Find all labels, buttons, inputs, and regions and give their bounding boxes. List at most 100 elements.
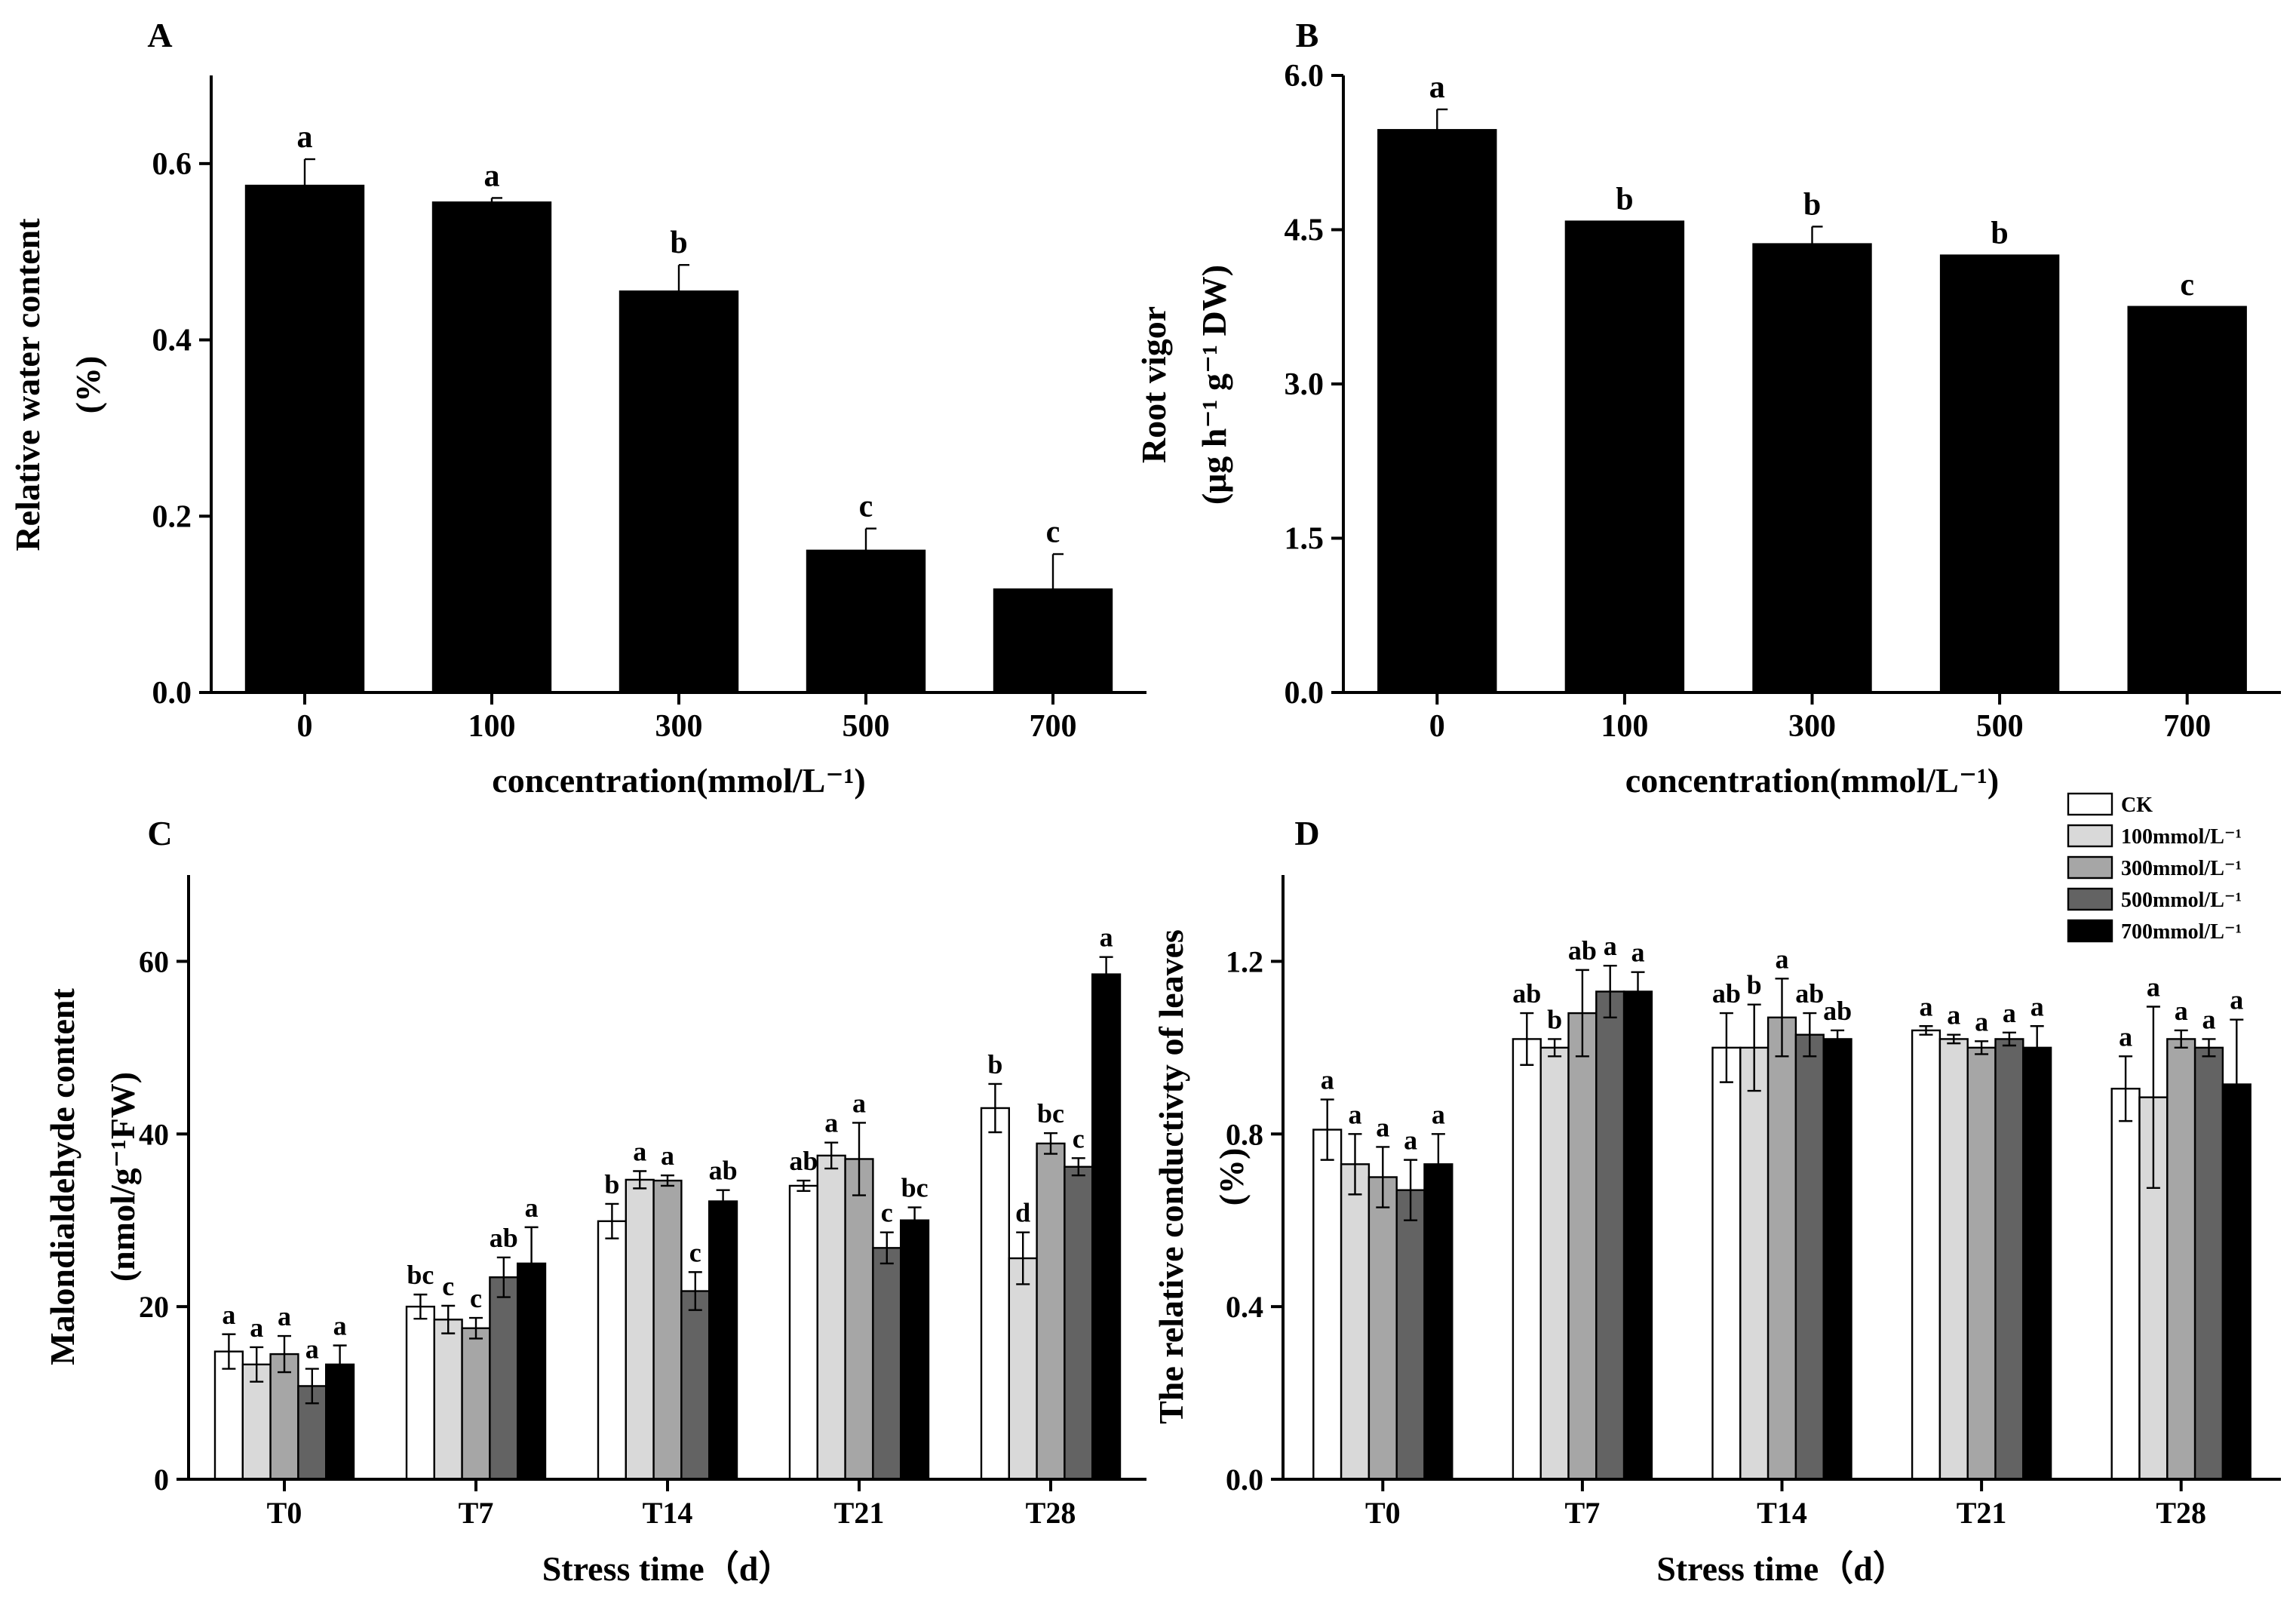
panel-label-d: D [1294,814,1319,852]
y-tick-label: 0.6 [152,147,192,182]
bar-0 [1377,129,1497,694]
x-tick-label: T21 [834,1496,885,1530]
bar-ck-t7 [1512,1038,1542,1481]
bar-100mmoll-t7 [1539,1046,1570,1481]
y-axis-title: Root vigor [1134,306,1173,463]
significance-letter: b [987,1049,1002,1079]
significance-letter: ab [709,1156,738,1186]
bar-100mmoll-t7 [433,1319,463,1481]
y-tick-label: 20 [139,1290,169,1324]
bar-ck-t7 [405,1305,435,1481]
y-axis-title: The relative conductivty of leaves [1152,929,1190,1424]
legend-swatch [2067,919,2113,943]
bar-300mmoll-t7 [1567,1012,1598,1481]
significance-letter: a [278,1301,291,1331]
significance-letter: a [1975,1006,1988,1036]
bar-ck-t21 [1911,1029,1941,1481]
bar-100mmoll-t28 [1008,1257,1038,1481]
bar-700mmoll-t0 [1423,1163,1453,1481]
y-tick-label: 1.5 [1285,522,1324,557]
significance-letter: ab [1795,978,1824,1009]
significance-letter: c [1073,1123,1085,1153]
y-tick-label: 0.4 [152,324,192,358]
y-axis-unit: (nmol/g⁻¹FW) [103,1072,142,1282]
legend-swatch [2067,824,2113,848]
bar-300 [619,290,739,694]
x-tick-label: 500 [843,709,890,744]
bar-300mmoll-t28 [2166,1038,2196,1481]
x-tick-label: 300 [1788,709,1836,744]
x-tick-label: T7 [1565,1496,1601,1530]
significance-letter: ab [1512,978,1541,1009]
y-tick-label: 0.4 [1226,1290,1263,1324]
significance-letter: a [1349,1099,1362,1129]
bar-ck-t0 [1312,1128,1343,1481]
significance-letter: ab [1712,978,1741,1009]
bar-300mmoll-t0 [1367,1176,1398,1481]
x-tick-label: 0 [297,709,313,744]
bar-ck-t28 [980,1107,1010,1481]
significance-letter: a [2202,1004,2216,1034]
bar-100mmoll-t14 [1739,1046,1770,1481]
bar-500 [806,549,926,694]
panel-label-b: B [1296,16,1319,54]
y-axis-unit: (μg h⁻¹ g⁻¹ DW) [1195,265,1233,505]
bar-100mmoll-t14 [625,1178,655,1481]
significance-letter: c [2180,268,2194,302]
significance-letter: c [470,1283,482,1313]
bar-700 [993,588,1113,694]
significance-letter: b [1547,1004,1562,1034]
bar-100mmoll-t0 [1340,1163,1371,1481]
significance-letter: bc [1037,1098,1064,1128]
significance-letter: a [250,1313,263,1343]
y-tick-label: 0.0 [1226,1463,1263,1497]
significance-letter: b [1616,183,1633,217]
bar-700 [2127,306,2247,694]
significance-letter: bc [407,1260,434,1290]
significance-letter: a [633,1136,646,1166]
bar-500mmoll-t21 [1994,1038,2024,1481]
x-axis-title: Stress time（d） [542,1549,793,1588]
significance-letter: ab [490,1223,518,1253]
significance-letter: c [859,490,873,524]
bar-500mmoll-t28 [2193,1046,2224,1481]
legend-label: 500mmol/L⁻¹ [2121,889,2242,912]
legend-swatch [2067,792,2113,816]
x-tick-label: 700 [2163,709,2211,744]
significance-letter: a [1604,931,1617,961]
panel-label-a: A [147,16,172,54]
y-tick-label: 60 [139,944,169,978]
bar-500mmoll-t14 [1794,1033,1825,1481]
bar-500mmoll-t28 [1064,1165,1094,1481]
bar-300mmoll-t7 [461,1327,491,1481]
bar-300mmoll-t14 [652,1179,683,1481]
significance-letter: a [2030,991,2044,1021]
significance-letter: b [1747,970,1762,1000]
y-tick-label: 1.2 [1226,944,1263,978]
bar-ck-t14 [1711,1046,1742,1481]
significance-letter: a [2003,998,2016,1028]
bar-ck-t28 [2110,1088,2141,1481]
significance-letter: bc [901,1173,929,1203]
y-tick-label: 4.5 [1285,213,1324,248]
significance-letter: a [297,120,313,155]
significance-letter: c [1046,515,1061,550]
significance-letter: c [689,1237,701,1267]
bar-300mmoll-t14 [1767,1016,1797,1481]
x-tick-label: T0 [1365,1496,1401,1530]
y-tick-label: 0.0 [1285,676,1324,711]
y-axis-title: Malondialdehyde content [43,988,81,1365]
significance-letter: b [1991,216,2008,251]
x-axis-title: Stress time（d） [1656,1549,1908,1588]
significance-letter: a [824,1108,838,1138]
bar-700mmoll-t14 [1822,1038,1852,1481]
bar-700mmoll-t14 [708,1200,738,1481]
significance-letter: ab [1568,935,1597,966]
x-tick-label: 500 [1976,709,2024,744]
legend-swatch [2067,855,2113,880]
significance-letter: a [2119,1021,2132,1052]
significance-letter: a [484,158,500,193]
x-axis-title: concentration(mmol/L⁻¹) [492,761,865,800]
significance-letter: a [1376,1112,1389,1142]
